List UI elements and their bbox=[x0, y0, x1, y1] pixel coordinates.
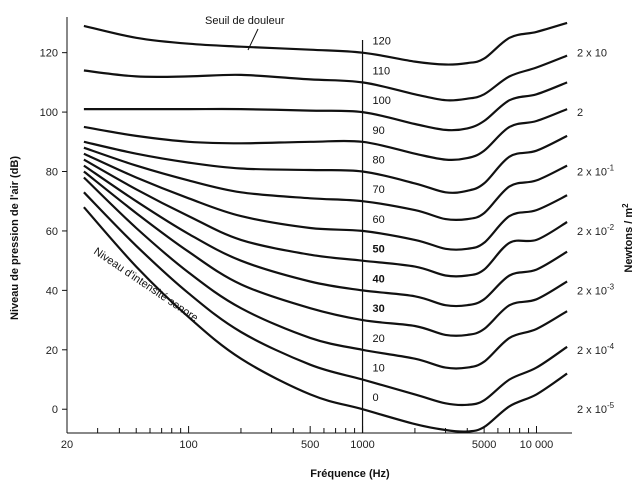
right-pressure-axis: 2 x 10 2 2 x 10-1 2 x 10-2 2 x 10-3 2 x 10-4 2… bbox=[577, 48, 615, 417]
intensity-level-annotation: Niveau d'intensité sonore bbox=[91, 246, 200, 325]
loudness-curve-10 bbox=[83, 191, 568, 407]
loudness-curve-50 bbox=[83, 158, 568, 278]
y-tick-label: 120 bbox=[40, 48, 58, 60]
curve-label-90: 90 bbox=[373, 125, 385, 137]
y-tick-label: 60 bbox=[46, 226, 58, 238]
pressure-label: 2 x 10 bbox=[577, 48, 607, 60]
curve-label-20: 20 bbox=[373, 333, 385, 345]
x-tick-label: 20 bbox=[61, 439, 73, 451]
x-tick-label: 10 000 bbox=[520, 439, 554, 451]
y-axis-title: Niveau de pression de l'air (dB) bbox=[9, 156, 21, 320]
curve-label-50: 50 bbox=[373, 244, 385, 256]
loudness-curve-40 bbox=[83, 164, 568, 308]
pressure-label: 2 x 10-3 bbox=[577, 282, 615, 297]
loudness-curve-70 bbox=[83, 146, 568, 222]
loudness-curve-0 bbox=[83, 206, 568, 433]
right-axis-title: Newtons / m2 bbox=[621, 203, 635, 273]
curve-label-110: 110 bbox=[373, 65, 391, 77]
curve-label-0: 0 bbox=[373, 392, 379, 404]
y-tick-label: 100 bbox=[40, 107, 58, 119]
y-tick-label: 40 bbox=[46, 285, 58, 297]
curve-label-70: 70 bbox=[373, 184, 385, 196]
pressure-label: 2 bbox=[577, 107, 583, 119]
curve-label-120: 120 bbox=[373, 36, 391, 48]
pain-threshold-annotation: Seuil de douleur bbox=[205, 15, 285, 27]
x-tick-label: 1000 bbox=[350, 439, 374, 451]
loudness-curve-60 bbox=[83, 152, 568, 251]
curve-label-60: 60 bbox=[373, 214, 385, 226]
y-axis: 0 20 40 60 80 100 120 bbox=[40, 48, 67, 416]
loudness-curve-120 bbox=[83, 21, 568, 66]
loudness-curve-30 bbox=[83, 170, 568, 337]
loudness-curve-100 bbox=[83, 81, 568, 132]
y-tick-label: 20 bbox=[46, 345, 58, 357]
loudness-curve-80 bbox=[83, 134, 568, 194]
y-tick-label: 80 bbox=[46, 167, 58, 179]
pain-threshold-leader bbox=[247, 28, 259, 51]
pressure-label: 2 x 10-4 bbox=[577, 342, 615, 357]
x-axis: 20 100 500 1000 5000 10 000 bbox=[61, 426, 553, 451]
curve-label-10: 10 bbox=[373, 363, 385, 375]
curve-label-100: 100 bbox=[373, 95, 391, 107]
pressure-label: 2 x 10-2 bbox=[577, 223, 615, 238]
x-axis-title: Fréquence (Hz) bbox=[310, 468, 390, 480]
x-tick-label: 100 bbox=[179, 439, 197, 451]
loudness-curve-110 bbox=[83, 54, 568, 102]
loudness-curves bbox=[83, 21, 568, 433]
curve-label-80: 80 bbox=[373, 155, 385, 167]
loudness-curve-90 bbox=[83, 108, 568, 162]
y-tick-label: 0 bbox=[52, 404, 58, 416]
curve-label-30: 30 bbox=[373, 303, 385, 315]
x-tick-label: 5000 bbox=[472, 439, 496, 451]
pressure-label: 2 x 10-5 bbox=[577, 401, 615, 416]
plot-frame bbox=[66, 17, 572, 434]
pressure-label: 2 x 10-1 bbox=[577, 164, 615, 179]
loudness-curve-20 bbox=[83, 176, 568, 370]
curve-label-40: 40 bbox=[373, 273, 385, 285]
x-tick-label: 500 bbox=[301, 439, 319, 451]
